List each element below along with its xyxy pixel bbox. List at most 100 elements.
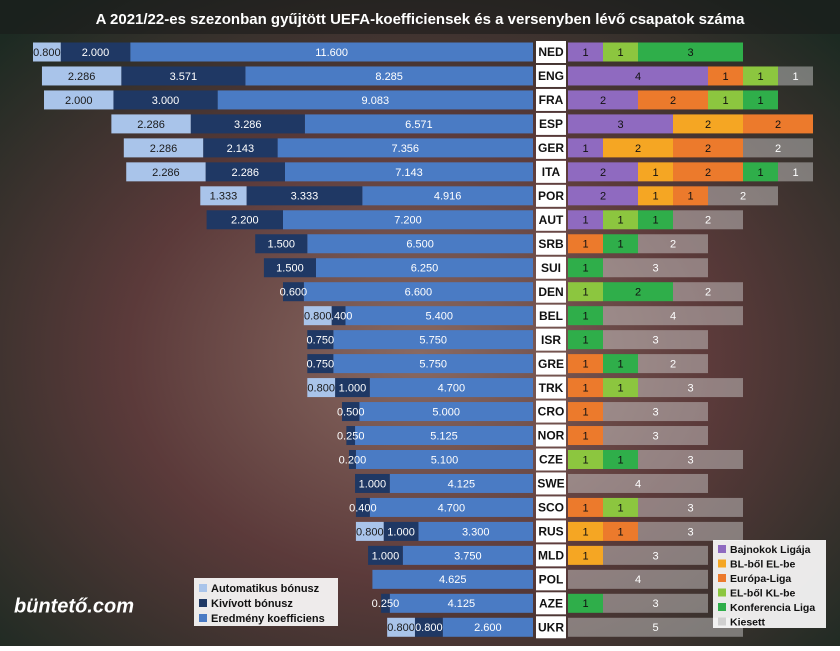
- value-label: 0.800: [307, 382, 335, 394]
- bar-segment: [113, 90, 218, 110]
- bar-segment: [277, 138, 533, 158]
- team-segment: [743, 114, 813, 134]
- category-bg: [536, 184, 566, 207]
- value-label: 9.083: [362, 95, 390, 107]
- team-count: 2: [775, 119, 781, 131]
- team-count: 2: [600, 95, 606, 107]
- team-count: 2: [705, 143, 711, 155]
- value-label: 4.125: [448, 598, 476, 610]
- category-label: RUS: [538, 525, 563, 539]
- bar-segment: [307, 354, 334, 374]
- chart-title: A 2021/22-es szezonban gyűjtött UEFA-koe…: [96, 11, 746, 28]
- team-count: 1: [617, 47, 623, 59]
- bar-segment: [369, 378, 533, 398]
- bar-segment: [342, 402, 360, 422]
- team-segment: [743, 138, 813, 158]
- team-count: 1: [582, 335, 588, 347]
- category-bg: [536, 280, 566, 303]
- team-segment: [638, 234, 708, 254]
- team-count: 3: [687, 454, 693, 466]
- legend-swatch: [199, 599, 207, 607]
- team-segment: [568, 521, 603, 541]
- team-segment: [568, 569, 708, 589]
- team-segment: [778, 162, 813, 182]
- value-label: 4.125: [448, 478, 476, 490]
- bar-segment: [283, 210, 533, 230]
- value-label: 4.625: [439, 574, 467, 586]
- bar-segment: [200, 186, 247, 206]
- team-segment: [743, 90, 778, 110]
- team-segment: [743, 66, 778, 86]
- bar-segment: [60, 42, 131, 62]
- team-count: 1: [582, 406, 588, 418]
- team-count: 2: [670, 239, 676, 251]
- bar-segment: [368, 545, 403, 565]
- team-count: 2: [600, 191, 606, 203]
- team-segment: [708, 90, 743, 110]
- team-segment: [673, 162, 743, 182]
- category-bg: [536, 544, 566, 567]
- value-label: 6.571: [405, 119, 433, 131]
- value-label: 0.200: [339, 454, 367, 466]
- team-segment: [568, 66, 708, 86]
- bar-segment: [333, 330, 533, 350]
- legend-swatch: [718, 574, 726, 582]
- bar-segment: [355, 449, 533, 469]
- value-label: 3.286: [234, 119, 262, 131]
- bar-segment: [283, 282, 304, 302]
- team-count: 1: [722, 71, 728, 83]
- value-label: 5.125: [430, 430, 458, 442]
- bar-segment: [121, 66, 246, 86]
- team-count: 3: [687, 47, 693, 59]
- team-count: 1: [617, 239, 623, 251]
- bar-segment: [255, 234, 308, 254]
- value-label: 0.250: [337, 430, 365, 442]
- team-count: 1: [582, 239, 588, 251]
- legend-swatch: [718, 617, 726, 626]
- team-count: 1: [652, 167, 658, 179]
- value-label: 5.000: [432, 406, 460, 418]
- category-label: SCO: [538, 501, 564, 515]
- bar-segment: [389, 473, 533, 493]
- bar-segment: [345, 306, 533, 326]
- team-count: 3: [652, 335, 658, 347]
- legend-swatch: [199, 614, 207, 622]
- bar-segment: [362, 186, 533, 206]
- bar-segment: [33, 42, 61, 62]
- value-label: 2.286: [68, 71, 96, 83]
- value-label: 8.285: [375, 71, 403, 83]
- team-segment: [568, 186, 638, 206]
- team-count: 2: [705, 167, 711, 179]
- category-label: TRK: [539, 381, 564, 395]
- bar-segment: [307, 234, 533, 254]
- category-bg: [536, 160, 566, 183]
- bar-segment: [245, 66, 533, 86]
- bar-segment: [355, 426, 533, 446]
- team-count: 1: [582, 598, 588, 610]
- team-count: 2: [705, 215, 711, 227]
- title-bar: [0, 0, 840, 34]
- value-label: 2.000: [82, 47, 110, 59]
- team-segment: [638, 162, 673, 182]
- value-label: 11.600: [315, 47, 348, 59]
- team-count: 4: [635, 574, 641, 586]
- team-segment: [568, 497, 603, 517]
- team-segment: [603, 402, 708, 422]
- value-label: 5.750: [419, 359, 447, 371]
- team-segment: [743, 162, 778, 182]
- team-segment: [568, 593, 603, 613]
- team-count: 5: [652, 622, 658, 634]
- category-bg: [536, 352, 566, 375]
- team-count: 1: [617, 526, 623, 538]
- value-label: 6.250: [411, 263, 439, 275]
- bar-segment: [389, 593, 533, 613]
- team-count: 3: [652, 430, 658, 442]
- bar-segment: [303, 282, 533, 302]
- bar-segment: [331, 306, 346, 326]
- team-count: 1: [652, 215, 658, 227]
- team-segment: [603, 449, 638, 469]
- value-label: 4.700: [438, 382, 466, 394]
- legend-swatch: [718, 545, 726, 553]
- team-segment: [603, 234, 638, 254]
- category-label: MLD: [538, 549, 564, 563]
